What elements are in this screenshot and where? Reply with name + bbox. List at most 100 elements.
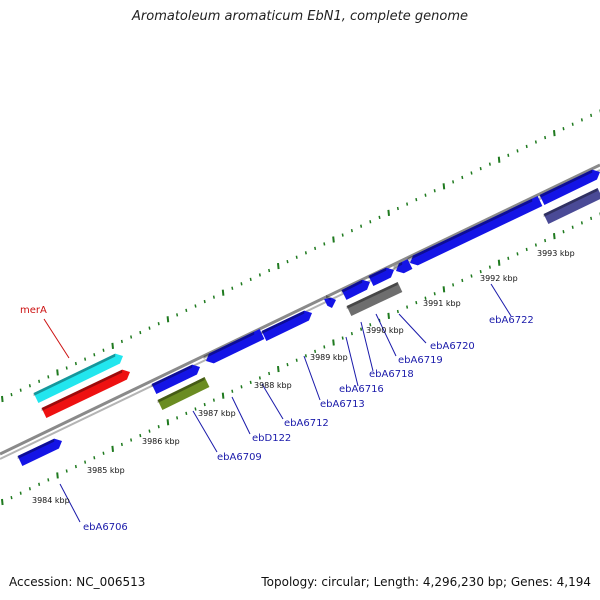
- upper-tick: [470, 171, 473, 175]
- upper-tick: [452, 180, 455, 184]
- lower-tick: [249, 380, 252, 385]
- scale-label-3990: 3990 kbp: [366, 326, 404, 335]
- lower-tick: [571, 225, 574, 229]
- lower-tick: [507, 256, 510, 260]
- upper-tick: [84, 357, 87, 361]
- gene-ebA6719: [368, 267, 394, 286]
- upper-tick: [231, 286, 234, 290]
- gene-label-ebA6709: ebA6709: [217, 452, 262, 463]
- lower-tick: [304, 354, 307, 358]
- gene-ebA6718: [346, 282, 403, 316]
- map-title: Aromatoleum aromaticum EbN1, complete ge…: [132, 9, 468, 24]
- upper-tick: [258, 273, 261, 277]
- gene-merA-red-shade: [41, 369, 123, 412]
- lower-tick: [314, 349, 317, 354]
- lower-tick: [323, 345, 326, 349]
- leader-ebA6712: [261, 383, 284, 420]
- gene-ebA6722-pre-body: [539, 169, 600, 205]
- gene-ebA6709: [157, 377, 210, 410]
- upper-tick: [157, 322, 160, 326]
- lower-tick: [488, 265, 491, 269]
- upper-tick: [590, 113, 593, 118]
- lower-tick: [28, 487, 31, 491]
- upper-tick: [194, 304, 197, 308]
- upper-tick: [433, 189, 436, 193]
- leader-ebA6713: [303, 355, 321, 401]
- upper-tick: [240, 282, 243, 286]
- gene-features: [17, 169, 600, 466]
- gene-ebA6706-shade: [17, 438, 55, 460]
- gene-label-ebA6720: ebA6720: [430, 341, 475, 352]
- lower-tick: [139, 433, 142, 438]
- upper-tick: [534, 140, 537, 144]
- lower-tick: [580, 221, 583, 225]
- gene-ebA6716-body: [341, 279, 370, 300]
- leader-ebA6720: [398, 313, 427, 344]
- lower-tick: [130, 438, 133, 442]
- upper-tick: [28, 384, 31, 388]
- gene-ebA6722-shade: [543, 188, 598, 218]
- lower-tick: [470, 274, 473, 278]
- lower-tick: [166, 419, 170, 426]
- lower-tick: [396, 309, 399, 314]
- lower-tick: [258, 376, 261, 380]
- label-leaders: [43, 283, 512, 523]
- upper-tick: [516, 149, 519, 153]
- gene-ebA6722-pre-shade: [539, 169, 593, 199]
- lower-tick: [461, 278, 464, 283]
- scale-label-3985: 3985 kbp: [87, 466, 125, 475]
- gene-ebA6706: [17, 438, 62, 466]
- upper-tick: [130, 335, 133, 339]
- upper-tick: [10, 392, 13, 397]
- gene-label-ebA6722: ebA6722: [489, 315, 534, 326]
- upper-tick: [488, 162, 491, 166]
- upper-tick: [1, 395, 4, 403]
- lower-tick: [1, 498, 4, 506]
- gene-ebA6720: [393, 259, 413, 274]
- gene-ebA6713-shade: [261, 310, 305, 335]
- upper-tick: [93, 353, 96, 357]
- lower-tick: [415, 300, 418, 305]
- upper-tick: [47, 375, 50, 379]
- leader-ebD122: [231, 396, 251, 435]
- gene-ebA6719-shade: [368, 267, 387, 280]
- lower-tick: [47, 478, 50, 482]
- gene-merA-red: [41, 369, 130, 418]
- upper-tick: [277, 262, 280, 270]
- upper-tick: [332, 236, 335, 243]
- lower-tick: [56, 472, 59, 479]
- upper-tick: [571, 122, 574, 126]
- upper-tick: [166, 316, 170, 323]
- lower-tick: [10, 495, 13, 500]
- upper-tick: [544, 135, 547, 140]
- lower-tick: [332, 339, 335, 346]
- upper-tick: [111, 342, 114, 349]
- scale-label-3991: 3991 kbp: [423, 299, 461, 308]
- lower-tick: [102, 451, 105, 455]
- lower-tick: [203, 402, 206, 407]
- tick-marks: [1, 109, 600, 506]
- upper-tick: [525, 144, 528, 149]
- upper-tick: [102, 348, 105, 352]
- upper-tick: [461, 175, 464, 180]
- gene-ebA6720-shade: [393, 261, 403, 270]
- gene-ebA6713-body: [261, 310, 312, 341]
- lower-tick: [268, 371, 271, 376]
- gene-ebA6720-long: [407, 196, 543, 266]
- gene-ebA6709-shade: [157, 377, 205, 404]
- upper-tick: [424, 193, 427, 197]
- genome-summary-text: Topology: circular; Length: 4,296,230 bp…: [261, 575, 591, 589]
- upper-tick: [295, 255, 298, 259]
- lower-tick: [148, 429, 151, 433]
- lower-tick: [544, 238, 547, 243]
- upper-tick: [304, 251, 307, 255]
- upper-tick: [360, 224, 363, 228]
- lower-tick: [231, 389, 234, 393]
- lower-tick: [240, 385, 243, 389]
- upper-tick: [203, 299, 206, 304]
- lower-tick: [74, 464, 77, 469]
- lower-tick: [185, 411, 188, 416]
- accession-text: Accession: NC_006513: [9, 575, 146, 589]
- gene-ebA6713: [261, 310, 312, 341]
- lower-tick: [93, 456, 96, 460]
